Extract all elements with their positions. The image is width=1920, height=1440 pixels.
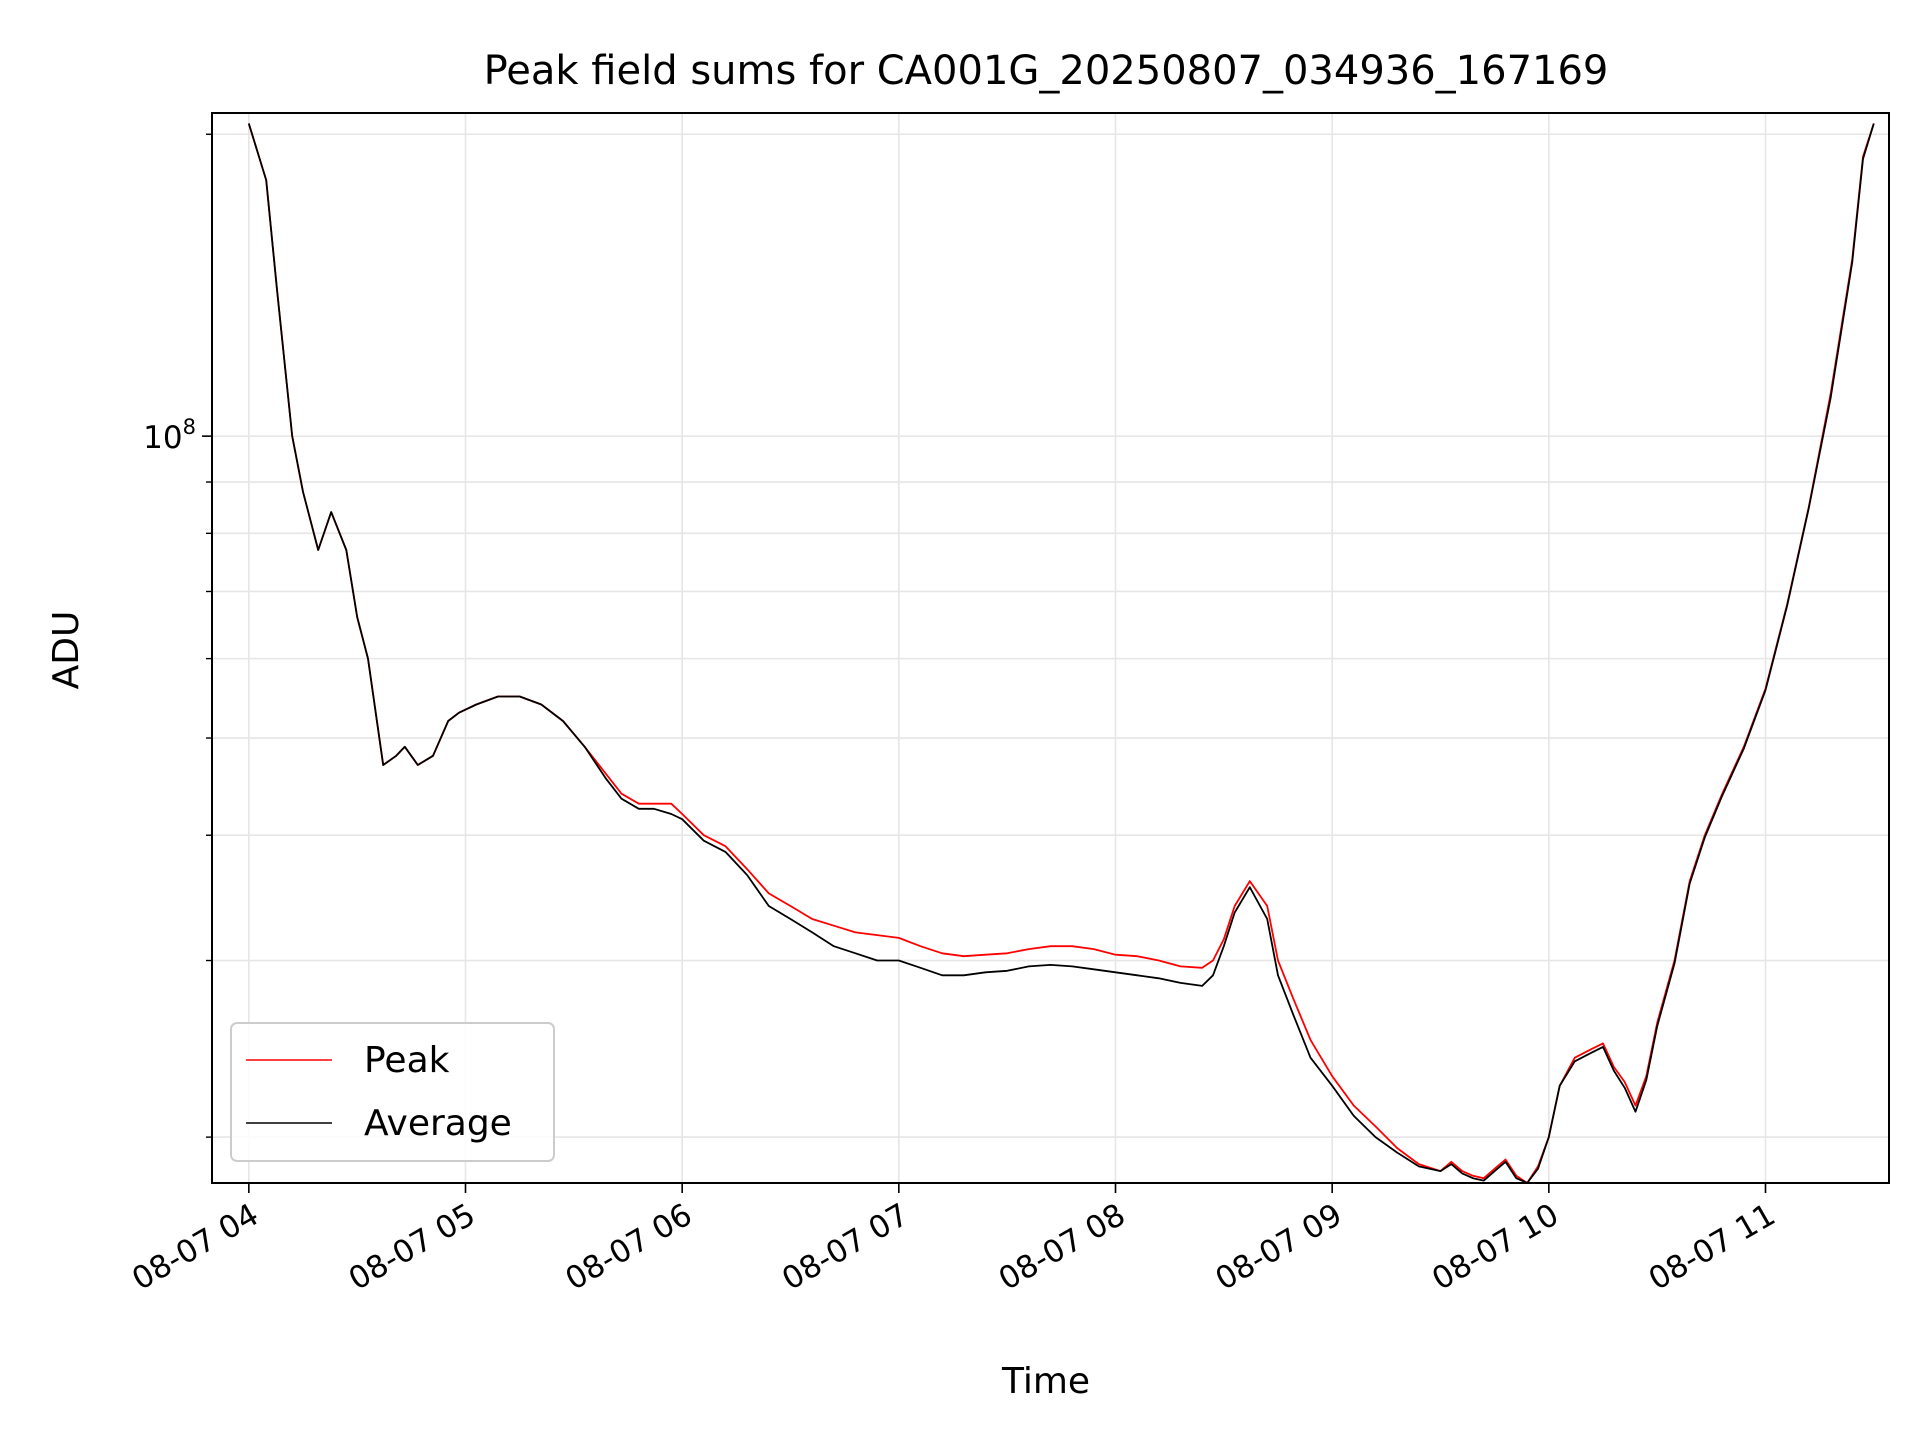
legend-label-average: Average	[364, 1103, 512, 1144]
legend-box	[230, 1022, 555, 1162]
plot-area-frame	[211, 112, 1890, 1184]
series-line-average	[247, 123, 1875, 1184]
y-axis-label: ADU	[46, 611, 87, 690]
grid	[212, 113, 1889, 1183]
x-axis-label: Time	[1001, 1361, 1090, 1402]
legend-label-peak: Peak	[364, 1040, 450, 1081]
series-lines	[247, 123, 1875, 1184]
legend: Peak Average	[230, 1022, 555, 1162]
y-tick-label: 108	[143, 415, 196, 456]
chart-title: Peak field sums for CA001G_20250807_0349…	[484, 48, 1609, 94]
